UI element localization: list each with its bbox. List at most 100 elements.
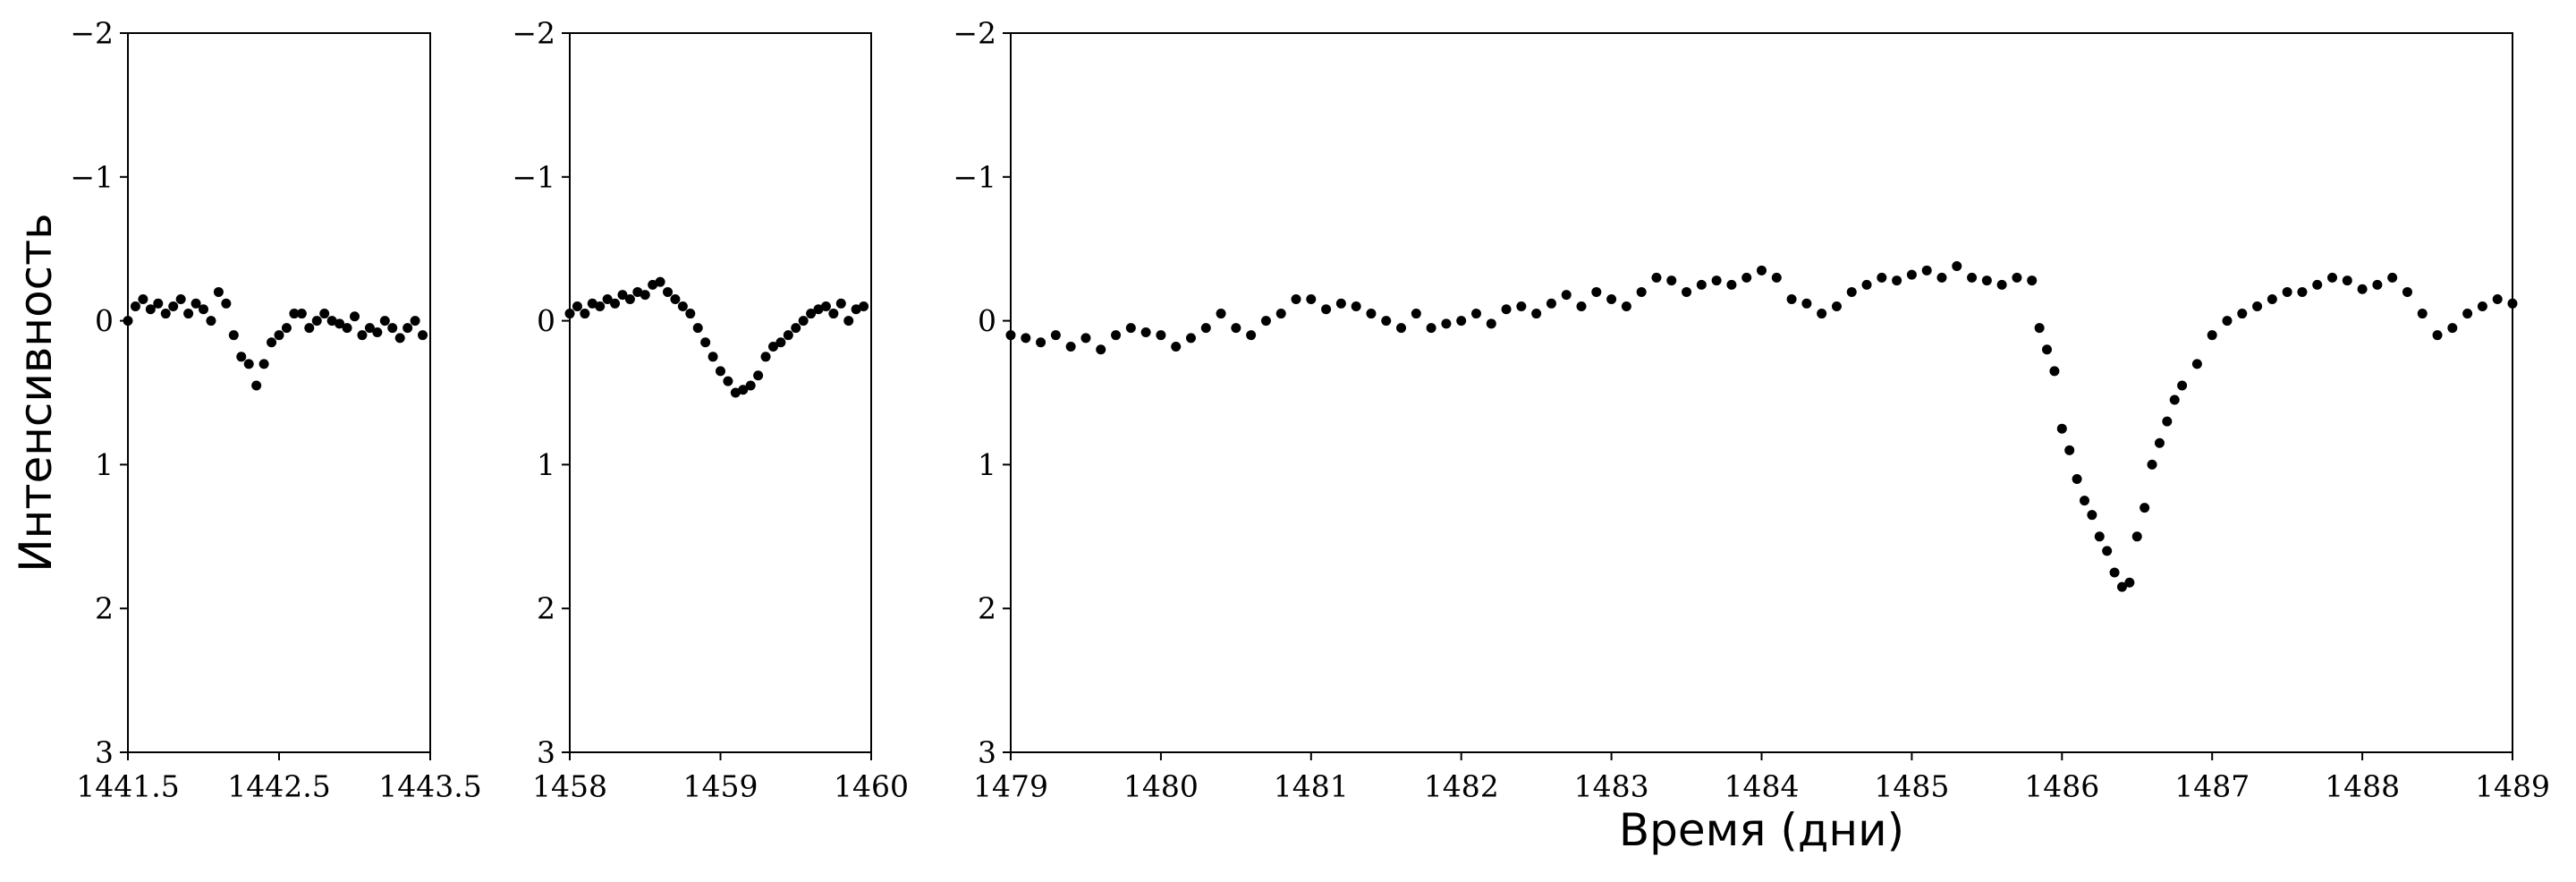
data-point [2267,293,2277,304]
data-point [1892,276,1902,286]
x-tick-label: 1442.5 [227,769,330,804]
data-point [791,323,801,334]
data-point [199,304,208,315]
data-point [418,330,428,341]
data-point [1321,304,1332,315]
data-point [1576,301,1587,312]
data-point [723,376,733,386]
data-point [859,301,869,312]
x-tick-label: 1460 [834,769,909,804]
data-point [595,301,606,312]
y-axis-label: Интенсивность [10,213,62,572]
data-point [1260,316,1271,327]
data-point [2012,272,2022,283]
data-point [2402,286,2412,297]
x-tick-label: 1481 [1274,769,1349,804]
data-point [1666,276,1677,286]
data-point [1621,301,1631,312]
data-point [806,309,817,319]
data-point [798,316,809,327]
data-point [1606,293,1617,304]
x-tick-label: 1483 [1574,769,1649,804]
data-point [1682,286,1692,297]
data-point [745,380,756,391]
data-point [1021,333,1031,343]
data-point [281,323,292,334]
data-point [350,311,360,322]
data-point [2049,366,2060,377]
data-point [175,293,186,304]
data-point [1381,316,1392,327]
data-point [364,323,375,334]
data-point [2042,344,2053,355]
data-point [828,309,839,319]
data-point [775,337,786,348]
data-point [1546,298,1556,309]
data-point [2154,437,2165,448]
data-point [767,342,778,352]
data-point [2327,272,2338,283]
data-point [820,301,831,312]
data-point [1185,333,1196,343]
data-point [580,309,590,319]
data-point [1711,276,1722,286]
data-point [1351,301,1361,312]
data-point [1231,323,1241,334]
y-tick-label: −2 [512,16,555,51]
data-point [813,304,824,315]
data-point [2492,293,2503,304]
data-point [602,293,613,304]
data-point [1981,276,1992,286]
data-point [1441,318,1452,329]
data-point [183,309,194,319]
y-tick-label: 2 [978,591,996,626]
data-point [311,316,322,327]
data-point [1636,286,1647,297]
data-point [1065,342,1076,352]
y-tick-label: −1 [512,159,555,194]
data-point [632,286,643,297]
x-tick-label: 1486 [2024,769,2099,804]
data-point [2094,531,2105,542]
data-point [1952,260,1962,271]
data-point [296,309,307,319]
data-point [2357,284,2368,294]
y-tick-label: −2 [70,16,114,51]
data-point [160,309,171,319]
data-point [274,330,284,341]
data-point [1111,330,1122,341]
data-point [335,318,345,329]
data-point [1967,272,1978,283]
data-point [624,293,635,304]
x-tick-label: 1489 [2475,769,2550,804]
data-point [1501,304,1512,315]
y-tick-label: 3 [95,735,114,770]
data-point [2387,272,2398,283]
data-point [1396,323,1407,334]
data-point [2072,473,2082,484]
data-point [1831,301,1842,312]
data-point [1861,279,1872,290]
data-point [387,323,398,334]
data-point [2447,323,2458,334]
data-point [1216,309,1226,319]
data-point [1050,330,1061,341]
data-point [2124,577,2135,588]
data-point [258,359,269,369]
data-point [2372,279,2383,290]
data-point [1561,290,1572,301]
data-point [655,276,665,287]
data-point [760,352,771,362]
data-point [410,316,420,327]
data-point [783,330,793,341]
data-point [2462,309,2473,319]
y-tick-label: −2 [953,16,996,51]
x-axis-label: Время (дни) [1619,804,1904,856]
data-point [2131,531,2142,542]
data-point [1801,298,1812,309]
data-point [168,301,179,312]
plot-frame [127,32,431,753]
data-point [1125,323,1136,334]
data-point [2027,276,2038,286]
data-point [663,286,674,297]
